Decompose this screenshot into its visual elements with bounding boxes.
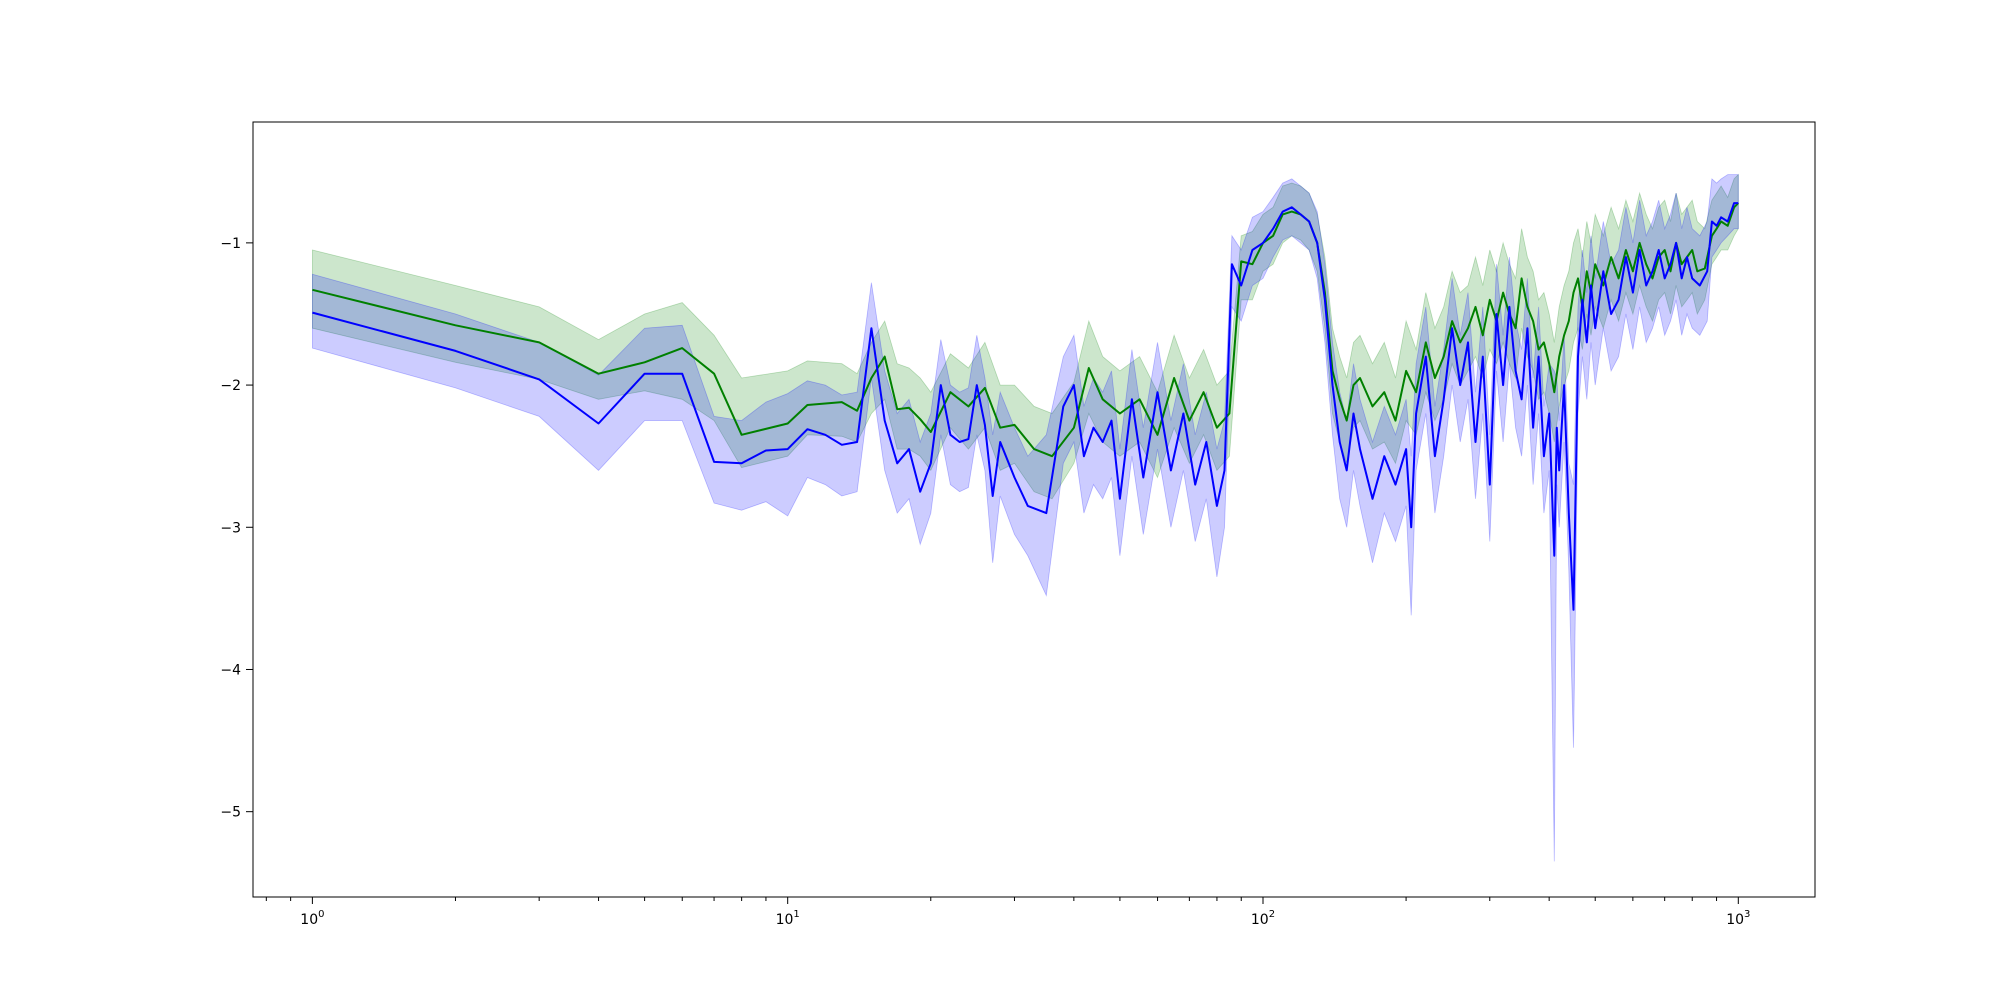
plot-area-frame xyxy=(252,121,1816,898)
x-tick-label: 102 xyxy=(1251,909,1275,928)
y-axis: −1 −2 −3 −4 −5 xyxy=(220,236,253,821)
x-axis: 100 101 102 103 xyxy=(265,897,1750,928)
confidence-bands xyxy=(312,173,1739,862)
y-tick-label: −5 xyxy=(220,805,241,821)
y-tick-label: −4 xyxy=(220,662,241,678)
series-1-line xyxy=(312,202,1740,458)
series-1-band xyxy=(312,173,1739,500)
series-2-band xyxy=(312,174,1739,862)
x-tick-label: 103 xyxy=(1726,909,1750,928)
series-2-line xyxy=(312,202,1739,611)
y-tick-label: −2 xyxy=(220,378,241,394)
x-tick-label: 100 xyxy=(300,909,324,928)
series-lines xyxy=(312,202,1740,611)
y-tick-label: −3 xyxy=(220,520,241,536)
y-tick-label: −1 xyxy=(220,236,241,252)
x-tick-label: 101 xyxy=(776,909,800,928)
